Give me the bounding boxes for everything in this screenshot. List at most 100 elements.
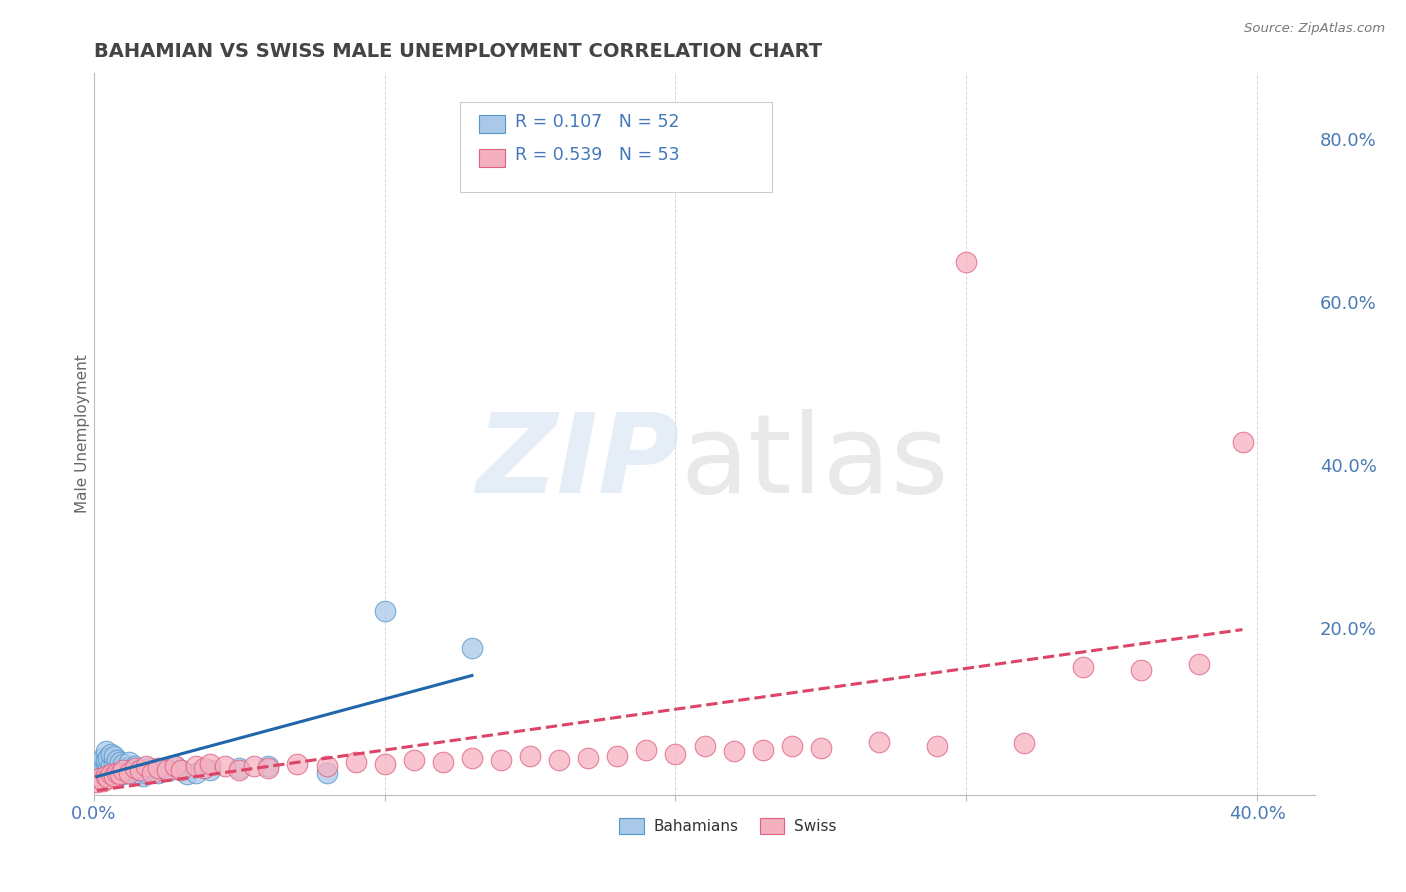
Point [91,761,114,775]
Point [606,749,628,764]
Point [576,751,599,765]
Point [118,765,141,780]
Point [108,765,131,780]
Point [228,761,250,775]
Point [152,761,174,775]
Point [170,763,193,777]
Point [100,767,122,781]
Text: Source: ZipAtlas.com: Source: ZipAtlas.com [1244,22,1385,36]
Point [344,755,367,769]
Point [94,769,117,783]
Point [200,763,222,777]
Point [489,753,512,767]
Point [374,604,396,618]
Point [135,759,157,773]
Text: BAHAMIAN VS SWISS MALE UNEMPLOYMENT CORRELATION CHART: BAHAMIAN VS SWISS MALE UNEMPLOYMENT CORR… [94,42,823,61]
Point [111,767,134,781]
Point [693,739,716,753]
FancyBboxPatch shape [478,115,506,133]
Text: atlas: atlas [681,409,949,516]
Point [141,765,163,780]
Point [94,753,117,767]
Point [135,765,157,780]
Point [129,763,152,777]
Point [94,759,117,773]
Text: R = 0.539   N = 53: R = 0.539 N = 53 [515,146,681,164]
Point [108,767,131,781]
Point [124,761,146,775]
Point [165,759,187,773]
Point [97,751,120,765]
Point [1071,659,1094,673]
Point [103,769,125,783]
Point [810,741,832,756]
Point [91,767,114,781]
Point [176,767,198,781]
Point [89,755,111,769]
Point [165,759,187,773]
Text: Swiss: Swiss [794,819,837,834]
Point [193,761,215,775]
Point [432,755,454,769]
Point [100,759,122,773]
Point [519,749,541,764]
Point [127,767,149,781]
Point [105,761,128,775]
Point [100,767,122,781]
Point [118,755,141,769]
Point [927,739,949,753]
Point [103,757,125,772]
Point [105,753,128,767]
Point [461,751,484,765]
Text: R = 0.107   N = 52: R = 0.107 N = 52 [515,112,679,131]
Point [461,640,484,655]
Point [94,765,117,780]
Point [287,757,309,772]
Point [89,772,111,786]
Point [103,765,125,780]
Point [111,757,134,772]
Point [89,769,111,783]
Point [146,765,169,780]
Point [184,765,207,780]
Point [257,759,280,773]
Point [86,765,108,780]
Point [105,765,128,780]
FancyBboxPatch shape [619,819,644,834]
Point [243,759,266,773]
Point [780,739,803,753]
Point [129,763,152,777]
Point [105,769,128,783]
Point [100,747,122,761]
Point [141,763,163,777]
Point [214,759,236,773]
Point [1014,736,1036,750]
Point [315,759,337,773]
Point [548,753,571,767]
Point [97,769,120,783]
Point [159,763,181,777]
FancyBboxPatch shape [759,819,785,834]
Point [228,763,250,777]
Point [89,763,111,777]
Point [115,761,138,775]
Point [91,751,114,765]
Text: ZIP: ZIP [477,409,681,516]
Point [751,743,773,757]
Point [184,759,207,773]
Point [103,749,125,764]
Point [1129,663,1152,677]
Y-axis label: Male Unemployment: Male Unemployment [76,355,90,514]
Point [97,761,120,775]
FancyBboxPatch shape [478,149,506,167]
Point [146,761,169,775]
FancyBboxPatch shape [460,103,772,193]
Point [257,761,280,775]
Point [170,763,193,777]
Point [156,763,179,777]
Point [315,765,337,780]
Point [132,769,155,783]
Point [111,763,134,777]
Point [121,763,143,777]
Point [1188,657,1211,672]
